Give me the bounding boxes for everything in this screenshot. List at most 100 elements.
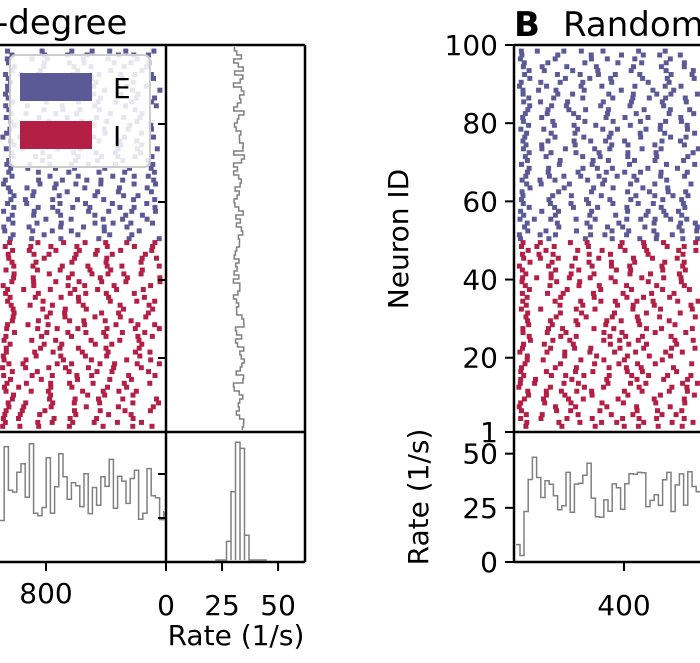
- spike-i: [3, 333, 9, 339]
- spike-e: [8, 165, 14, 171]
- spike-e: [605, 158, 611, 163]
- spike-e: [520, 193, 526, 199]
- spike-e: [603, 138, 609, 144]
- spike-e: [586, 201, 591, 206]
- spike-i: [95, 287, 101, 292]
- spike-i: [568, 271, 574, 277]
- spike-i: [11, 392, 16, 398]
- spike-i: [69, 361, 75, 367]
- spike-e: [664, 161, 669, 167]
- spike-i: [1, 357, 7, 363]
- spike-e: [4, 161, 10, 167]
- histogram-x-tick-label: 25: [204, 589, 240, 622]
- spike-e: [666, 111, 672, 117]
- spike-i: [69, 271, 75, 277]
- histogram-x-tick-label: 50: [260, 589, 296, 622]
- spike-i: [615, 302, 620, 308]
- spike-i: [145, 310, 151, 316]
- spike-i: [547, 384, 553, 390]
- spike-e: [638, 134, 644, 140]
- spike-i: [594, 353, 600, 359]
- spike-i: [660, 287, 666, 292]
- spike-i: [11, 275, 17, 281]
- spike-e: [101, 197, 107, 203]
- spike-e: [635, 201, 641, 206]
- spike-i: [566, 396, 571, 402]
- spike-i: [103, 259, 109, 265]
- spike-e: [687, 107, 693, 113]
- spike-e: [651, 220, 657, 226]
- spike-i: [46, 251, 52, 257]
- spike-i: [132, 326, 138, 332]
- spike-i: [67, 416, 73, 421]
- spike-i: [10, 247, 16, 253]
- spike-e: [600, 48, 606, 54]
- legend-label-e: E: [113, 72, 131, 105]
- spike-e: [26, 224, 32, 230]
- spike-e: [662, 130, 668, 136]
- spike-e: [628, 68, 634, 74]
- spike-e: [652, 216, 658, 222]
- spike-e: [572, 142, 578, 148]
- spike-i: [130, 392, 136, 398]
- spike-e: [75, 197, 80, 203]
- spike-e: [524, 158, 530, 163]
- spike-i: [563, 373, 569, 378]
- spike-i: [553, 404, 558, 410]
- spike-i: [12, 330, 17, 335]
- spike-i: [568, 408, 574, 414]
- spike-e: [609, 228, 615, 234]
- spike-i: [131, 244, 137, 249]
- spike-e: [1, 208, 7, 214]
- spike-i: [679, 349, 685, 355]
- spike-i: [16, 384, 22, 390]
- spike-e: [64, 189, 70, 195]
- spike-i: [695, 298, 700, 304]
- spike-e: [630, 91, 636, 97]
- spike-e: [624, 232, 630, 238]
- spike-e: [546, 197, 552, 203]
- spike-i: [59, 263, 65, 269]
- spike-e: [520, 201, 526, 206]
- spike-i: [681, 244, 687, 249]
- spike-i: [599, 247, 605, 253]
- spike-i: [520, 330, 526, 335]
- spike-e: [24, 201, 30, 206]
- spike-e: [2, 228, 8, 234]
- spike-i: [76, 247, 82, 253]
- spike-e: [692, 220, 698, 226]
- spike-e: [695, 236, 700, 242]
- spike-e: [658, 204, 664, 210]
- spike-e: [668, 216, 674, 222]
- spike-i: [577, 419, 583, 425]
- spike-i: [654, 283, 660, 289]
- spike-i: [679, 408, 685, 414]
- spike-e: [630, 95, 636, 101]
- spike-i: [576, 267, 582, 273]
- spike-i: [83, 404, 89, 410]
- spike-e: [43, 216, 49, 222]
- spike-e: [581, 134, 587, 140]
- panel-a-raster: [0, 48, 163, 429]
- spike-i: [688, 302, 694, 308]
- rate-trace-line: [0, 443, 165, 522]
- spike-e: [31, 189, 37, 195]
- spike-e: [663, 118, 669, 124]
- spike-e: [578, 83, 584, 89]
- spike-e: [595, 68, 601, 74]
- histogram-x-label: Rate (1/s): [168, 619, 305, 652]
- spike-i: [680, 251, 686, 257]
- spike-e: [537, 177, 543, 183]
- spike-i: [5, 251, 11, 257]
- spike-e: [593, 122, 599, 128]
- spike-e: [524, 130, 530, 136]
- spike-i: [599, 419, 605, 425]
- spike-e: [645, 165, 651, 171]
- spike-i: [61, 240, 67, 246]
- spike-e: [539, 146, 545, 152]
- spike-i: [31, 251, 37, 257]
- spike-e: [121, 193, 127, 199]
- spike-i: [627, 271, 633, 277]
- spike-e: [602, 177, 608, 183]
- spike-i: [575, 322, 581, 328]
